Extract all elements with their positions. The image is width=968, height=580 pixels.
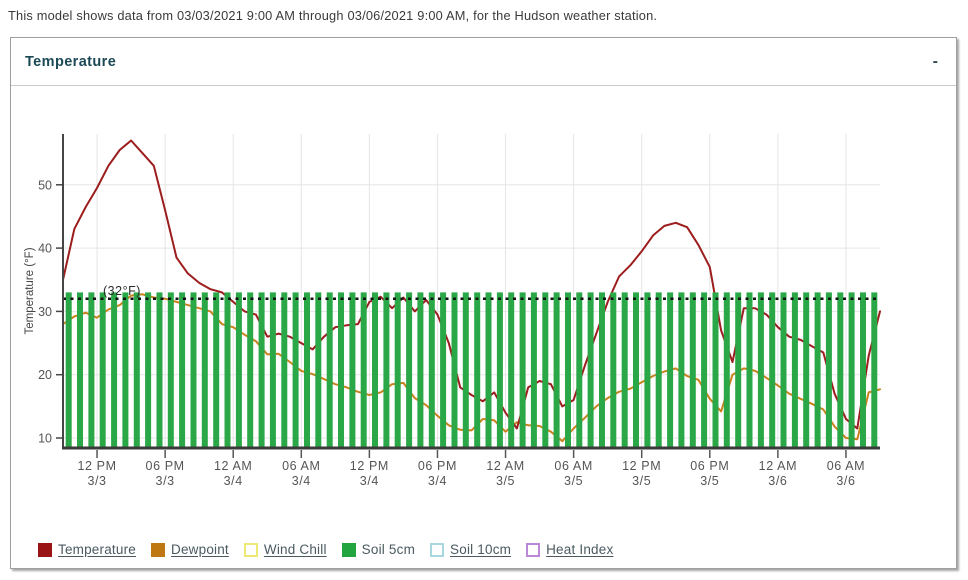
svg-text:3/6: 3/6 [836,474,855,488]
legend-item-soil-10cm[interactable]: Soil 10cm [430,542,511,557]
svg-text:3/4: 3/4 [428,474,447,488]
svg-text:10: 10 [38,432,52,446]
legend-label: Temperature [58,542,136,557]
legend-item-temperature[interactable]: Temperature [38,542,136,557]
collapse-panel-button[interactable]: - [929,52,942,72]
svg-text:06 AM: 06 AM [282,459,320,473]
svg-text:3/3: 3/3 [87,474,106,488]
temperature-panel: Temperature - (32°F) 10 20 30 40 50 12 PM 3/3 06… [10,37,957,569]
freezing-reference-label: (32°F) [103,284,141,298]
legend-label: Dewpoint [171,542,229,557]
legend-swatch-heat-index [526,542,541,557]
svg-text:3/5: 3/5 [564,474,583,488]
legend-label: Soil 5cm [361,542,416,557]
dewpoint-series-line [62,293,881,443]
svg-text:12 AM: 12 AM [486,459,524,473]
svg-text:3/5: 3/5 [632,474,651,488]
svg-text:3/5: 3/5 [496,474,515,488]
svg-text:06 PM: 06 PM [418,459,457,473]
svg-text:40: 40 [38,242,52,256]
legend-item-heat-index[interactable]: Heat Index [526,542,613,557]
grid-lines [63,134,880,448]
svg-text:3/4: 3/4 [224,474,243,488]
svg-text:12 AM: 12 AM [214,459,252,473]
svg-text:20: 20 [38,368,52,382]
svg-text:06 PM: 06 PM [690,459,729,473]
svg-text:12 PM: 12 PM [350,459,389,473]
svg-text:3/6: 3/6 [768,474,787,488]
legend-swatch-soil-10cm [430,542,445,557]
x-axis-labels: 12 PM3/306 PM3/312 AM3/406 AM3/412 PM3/4… [77,459,865,488]
legend-swatch-dewpoint [151,542,165,557]
svg-text:3/4: 3/4 [360,474,379,488]
svg-text:06 PM: 06 PM [146,459,185,473]
svg-text:12 PM: 12 PM [622,459,661,473]
panel-title: Temperature [25,53,117,70]
legend-item-dewpoint[interactable]: Dewpoint [151,542,229,557]
legend-label: Soil 10cm [450,542,512,557]
soil-5cm-series-bars [65,292,878,447]
svg-text:30: 30 [38,305,52,319]
legend-swatch-temperature [38,542,52,557]
svg-text:3/5: 3/5 [700,474,719,488]
svg-text:12 AM: 12 AM [759,459,797,473]
legend-swatch-soil-5cm [341,542,356,557]
legend-item-soil-5cm[interactable]: Soil 5cm [341,542,416,557]
chart-area: (32°F) 10 20 30 40 50 12 PM 3/3 06 PM 3/3 12 AM 3/4… [11,86,956,531]
svg-text:06 AM: 06 AM [827,459,865,473]
svg-text:3/3: 3/3 [156,474,175,488]
y-axis-labels: 10 20 30 40 50 [38,178,52,445]
svg-text:3/4: 3/4 [292,474,311,488]
y-axis-title: Temperature (°F) [24,247,36,334]
svg-text:06 AM: 06 AM [554,459,592,473]
legend-swatch-wind-chill [243,542,258,557]
legend-item-wind-chill[interactable]: Wind Chill [243,542,327,557]
svg-text:50: 50 [38,178,52,192]
legend-label: Wind Chill [263,542,327,557]
chart-legend: Temperature Dewpoint Wind Chill Soil 5cm Soi… [11,531,956,568]
legend-label: Heat Index [546,542,614,557]
page-description: This model shows data from 03/03/2021 9:… [8,8,658,23]
temperature-series-line [62,139,881,430]
svg-text:12 PM: 12 PM [77,459,116,473]
panel-header: Temperature - [11,38,956,86]
